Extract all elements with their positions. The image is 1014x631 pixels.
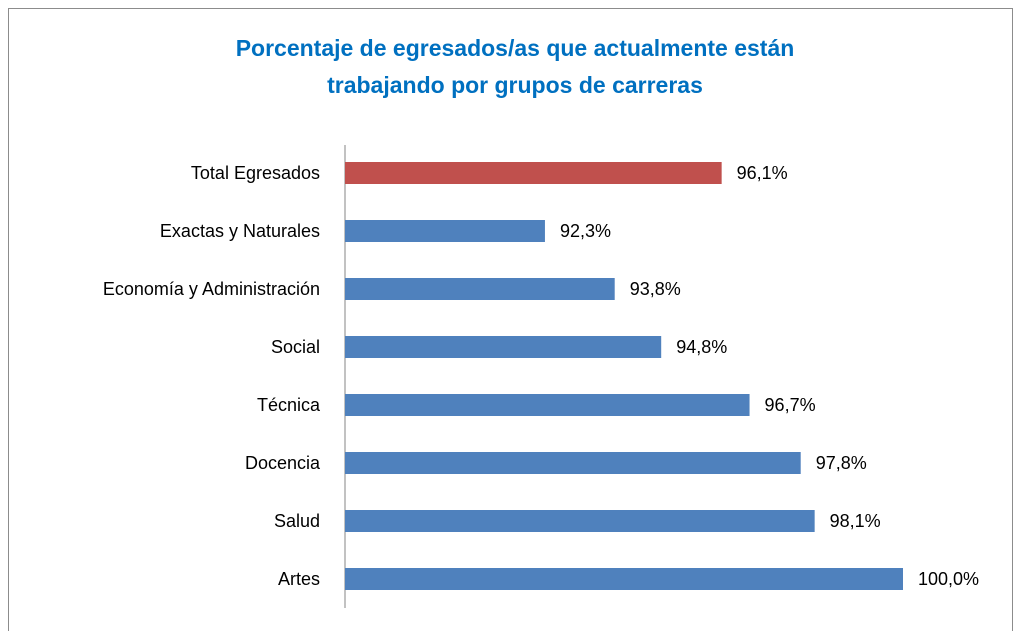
y-tick-label: Técnica: [257, 395, 321, 415]
y-tick-label: Docencia: [245, 453, 321, 473]
y-tick-label: Social: [271, 337, 320, 357]
chart-title: Porcentaje de egresados/as que actualmen…: [236, 35, 795, 61]
bar: [345, 510, 815, 532]
data-label: 96,1%: [737, 163, 788, 183]
y-tick-label: Artes: [278, 569, 320, 589]
y-tick-label: Economía y Administración: [103, 279, 320, 299]
data-label: 92,3%: [560, 221, 611, 241]
bar: [345, 336, 662, 358]
bar: [345, 220, 545, 242]
bar: [345, 452, 801, 474]
chart-title: trabajando por grupos de carreras: [327, 72, 703, 98]
y-tick-label: Total Egresados: [191, 163, 320, 183]
data-label: 98,1%: [830, 511, 881, 531]
chart-frame: [8, 8, 1013, 631]
y-tick-label: Salud: [274, 511, 320, 531]
data-label: 96,7%: [765, 395, 816, 415]
bar: [345, 568, 903, 590]
data-label: 93,8%: [630, 279, 681, 299]
data-label: 100,0%: [918, 569, 979, 589]
data-label: 97,8%: [816, 453, 867, 473]
bar: [345, 394, 750, 416]
bar: [345, 278, 615, 300]
data-label: 94,8%: [676, 337, 727, 357]
y-tick-label: Exactas y Naturales: [160, 221, 320, 241]
bar: [345, 162, 722, 184]
